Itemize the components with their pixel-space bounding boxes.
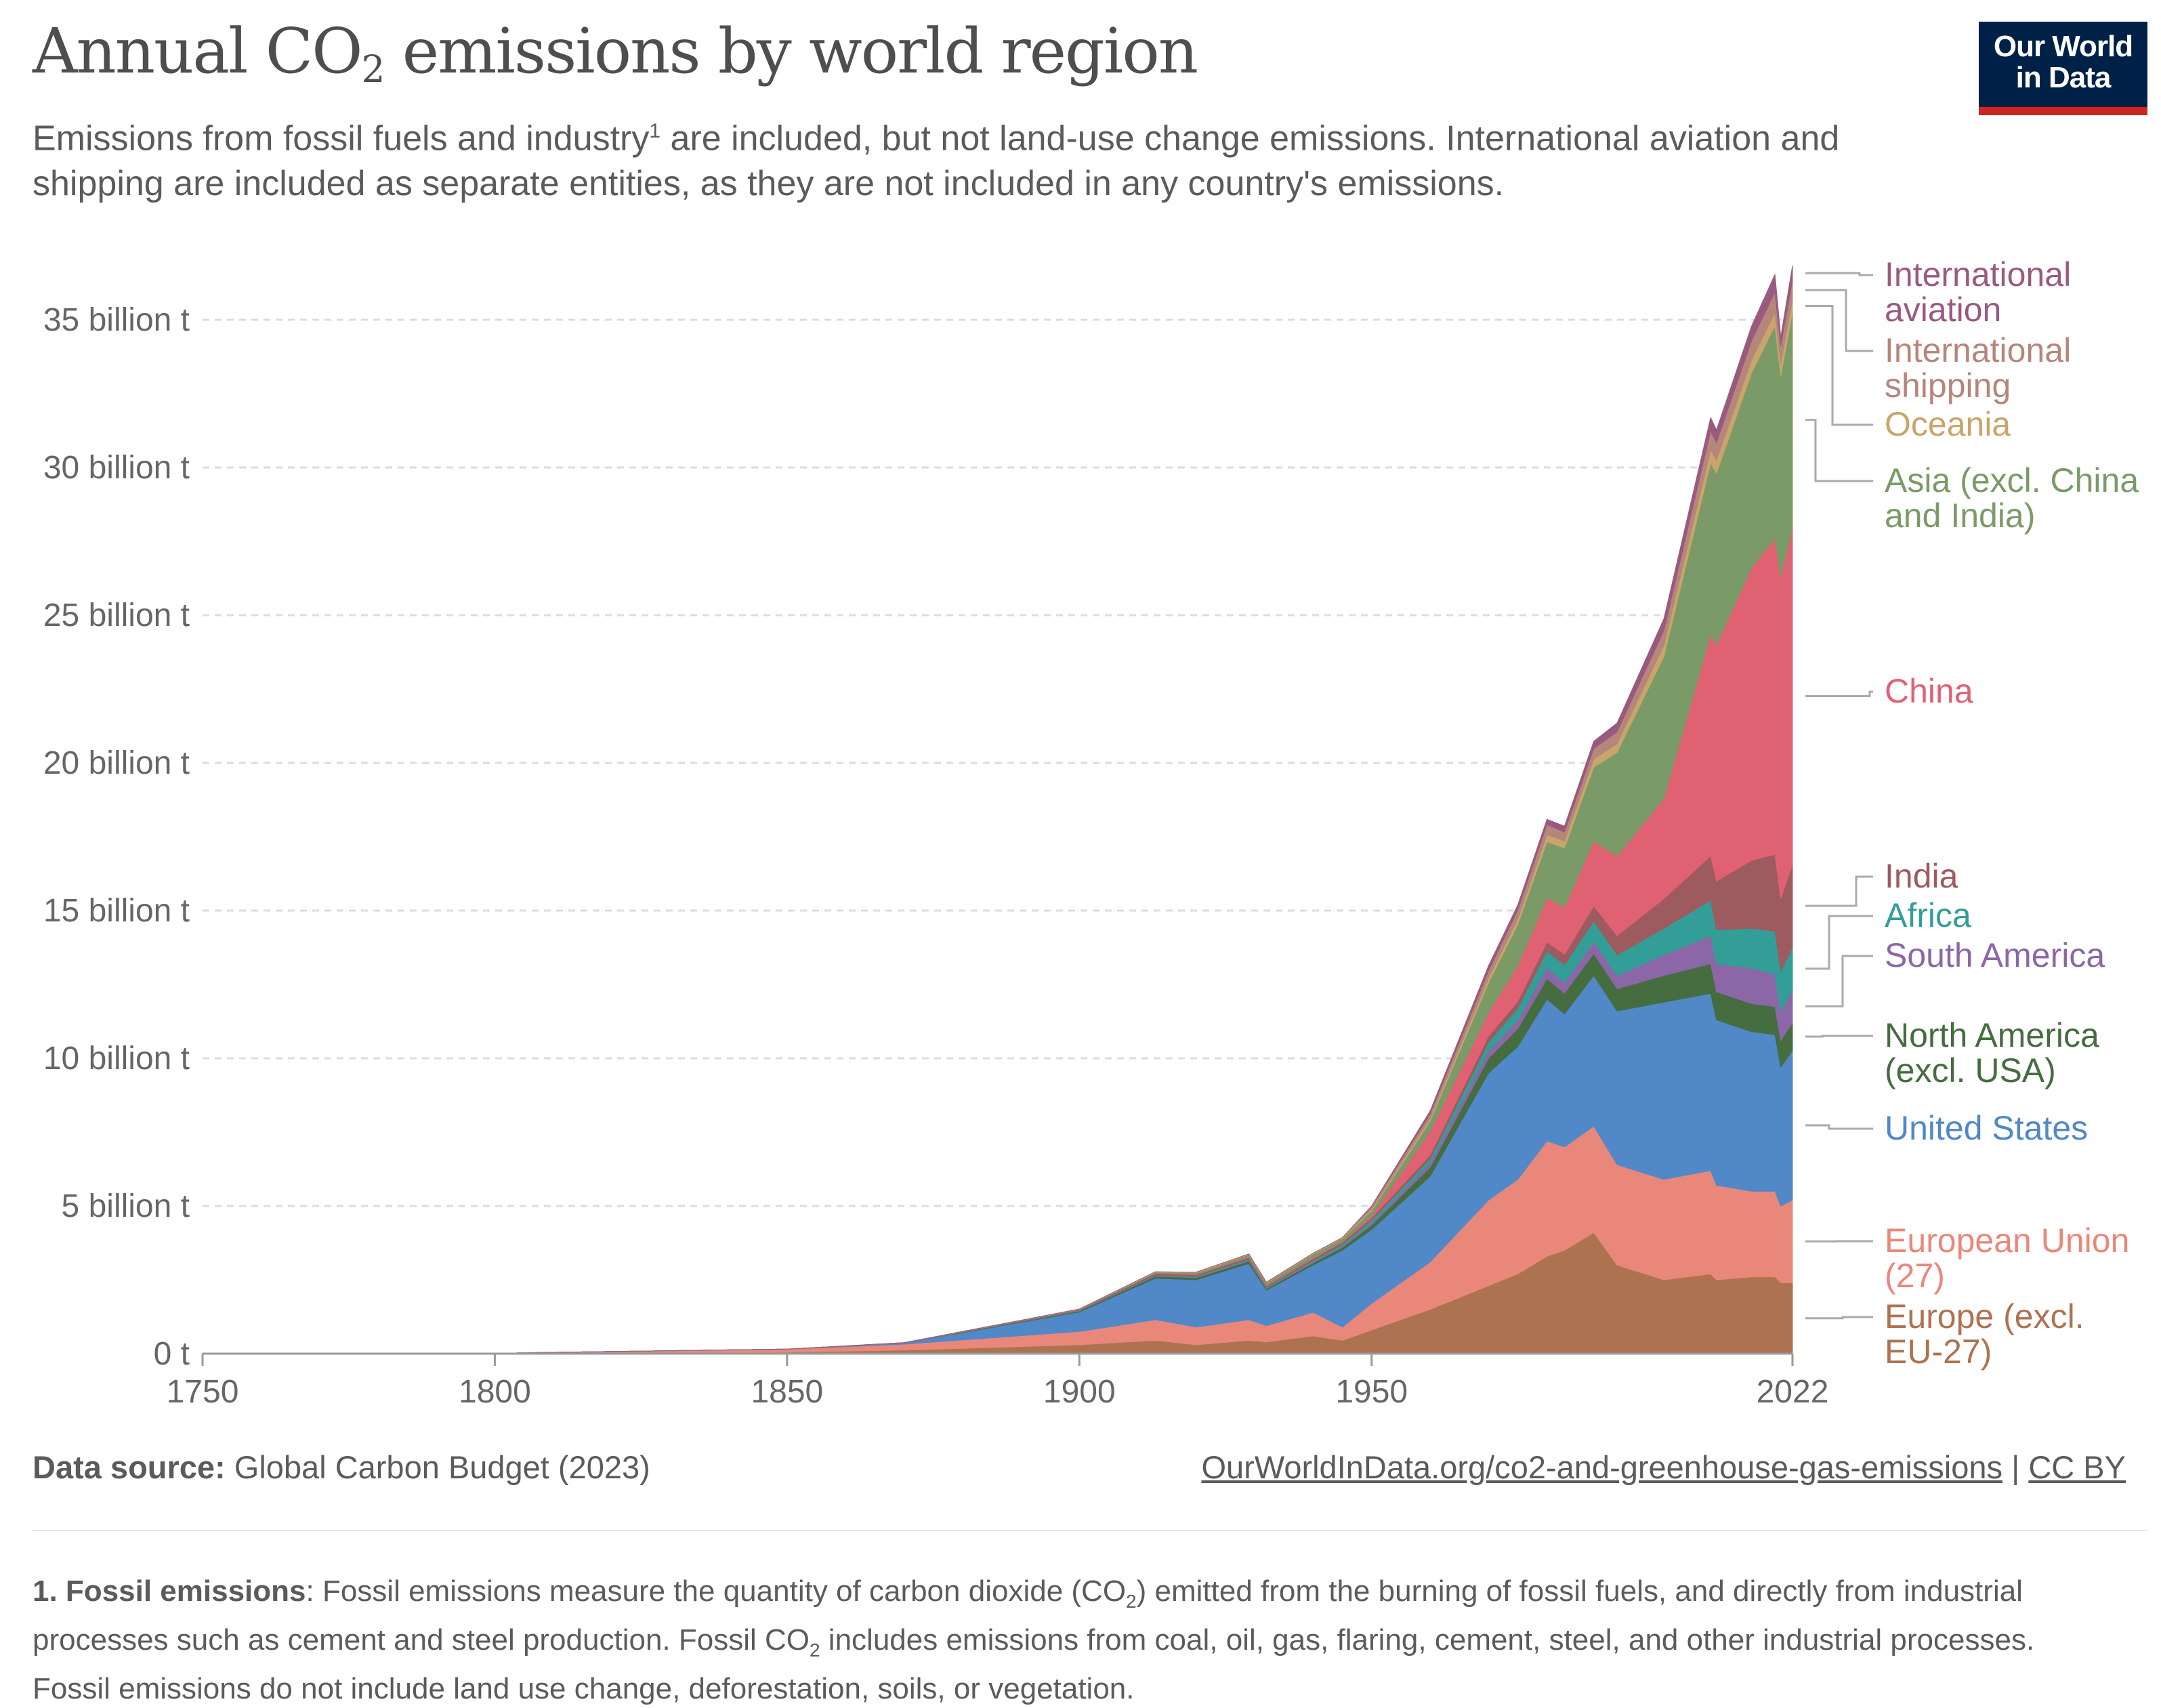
legend-leader-line	[1805, 420, 1873, 481]
legend-leader-line	[1805, 1125, 1873, 1129]
y-tick-label: 30 billion t	[43, 450, 190, 486]
divider	[33, 1530, 2147, 1531]
area-series	[203, 266, 1792, 1354]
legend-label[interactable]: United States	[1885, 1109, 2088, 1147]
legend-leader-line	[1805, 290, 1873, 351]
legend-leader-line	[1805, 916, 1873, 969]
footnote-text: : Fossil emissions measure the quantity …	[306, 1575, 1127, 1608]
data-source: Data source: Global Carbon Budget (2023)	[33, 1449, 650, 1486]
legend-label[interactable]: International	[1885, 331, 2071, 369]
y-tick-label: 15 billion t	[43, 893, 190, 929]
footnote-subscript: 2	[810, 1640, 820, 1661]
legend-leader-line	[1805, 273, 1873, 275]
legend-label[interactable]: Oceania	[1885, 405, 2011, 443]
source-label: Data source:	[33, 1449, 226, 1485]
y-tick-label: 10 billion t	[43, 1041, 190, 1077]
legend-leader-line	[1805, 692, 1873, 696]
source-link[interactable]: OurWorldInData.org/co2-and-greenhouse-ga…	[1201, 1449, 2002, 1485]
legend-label[interactable]: aviation	[1885, 291, 2001, 329]
license-link[interactable]: CC BY	[2028, 1449, 2126, 1485]
separator: |	[2002, 1449, 2028, 1485]
legend-leader-line	[1805, 306, 1873, 425]
legend-label[interactable]: North America	[1885, 1016, 2099, 1054]
legend-label[interactable]: Asia (excl. China	[1885, 461, 2139, 499]
x-tick-label: 1950	[1335, 1374, 1408, 1410]
legend-label[interactable]: (27)	[1885, 1257, 1945, 1295]
x-tick-label: 2022	[1757, 1374, 1829, 1410]
legend-label[interactable]: India	[1885, 857, 1958, 895]
legend-label[interactable]: South America	[1885, 936, 2105, 974]
legend-label[interactable]: Africa	[1885, 896, 1971, 934]
x-tick-label: 1750	[167, 1374, 239, 1410]
legend-label[interactable]: shipping	[1885, 367, 2011, 404]
x-tick-label: 1800	[459, 1374, 531, 1410]
legend-label[interactable]: and India)	[1885, 497, 2035, 535]
legend: Europe (excl.EU-27) European Union(27) Uni…	[1805, 255, 2139, 1371]
x-tick-label: 1900	[1043, 1374, 1116, 1410]
y-tick-label: 35 billion t	[43, 302, 190, 338]
footnote: 1. Fossil emissions: Fossil emissions me…	[33, 1572, 2065, 1708]
x-tick-label: 1850	[751, 1374, 823, 1410]
footnote-label: 1. Fossil emissions	[33, 1575, 306, 1608]
source-value: Global Carbon Budget (2023)	[226, 1449, 650, 1485]
y-tick-label: 0 t	[154, 1336, 190, 1372]
legend-leader-line	[1805, 877, 1873, 906]
legend-label[interactable]: China	[1885, 672, 1973, 710]
legend-leader-line	[1805, 1036, 1873, 1037]
y-tick-label: 20 billion t	[43, 745, 190, 781]
footer-links: OurWorldInData.org/co2-and-greenhouse-ga…	[1201, 1449, 2126, 1486]
legend-label[interactable]: International	[1885, 255, 2071, 293]
legend-leader-line	[1805, 956, 1873, 1006]
legend-leader-line	[1805, 1317, 1873, 1318]
y-tick-label: 25 billion t	[43, 598, 190, 633]
legend-label[interactable]: Europe (excl.	[1885, 1297, 2084, 1335]
footnote-subscript: 2	[1126, 1591, 1137, 1612]
legend-label[interactable]: EU-27)	[1885, 1333, 1992, 1371]
legend-label[interactable]: (excl. USA)	[1885, 1051, 2056, 1089]
legend-label[interactable]: European Union	[1885, 1222, 2129, 1259]
y-tick-label: 5 billion t	[62, 1188, 190, 1224]
